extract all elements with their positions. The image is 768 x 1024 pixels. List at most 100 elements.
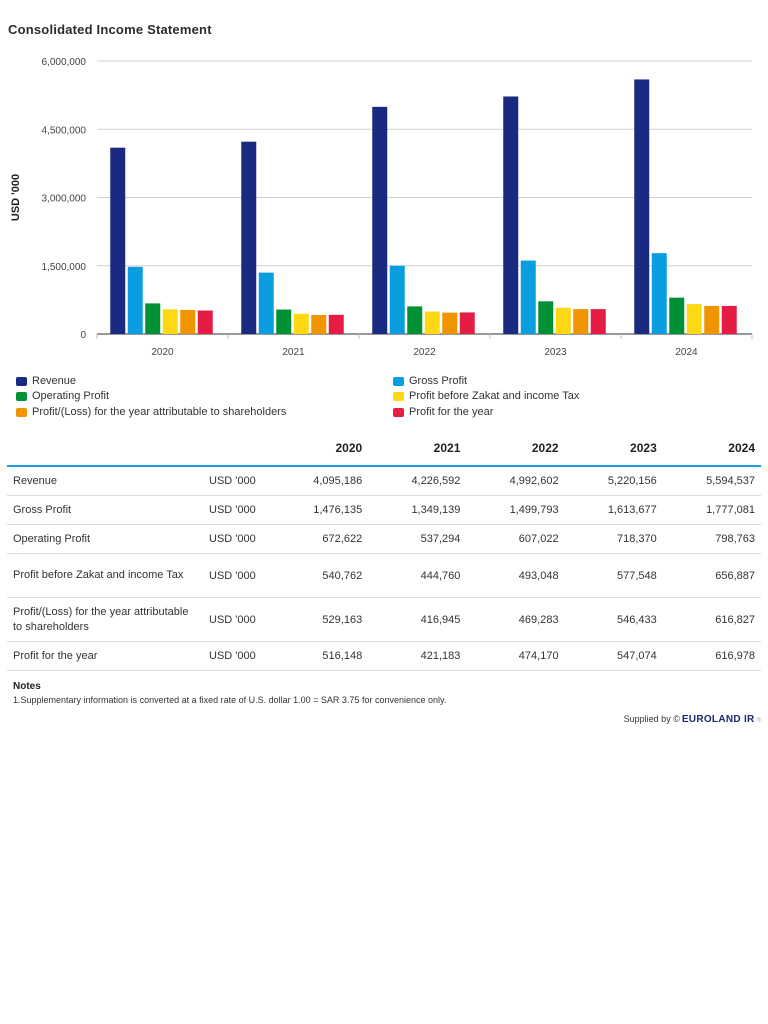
x-tick-label: 2024 xyxy=(675,347,698,358)
bar-operating-profit-2023 xyxy=(538,301,554,334)
cell-value: 493,048 xyxy=(466,553,565,598)
legend-swatch xyxy=(16,376,27,386)
cell-value: 1,613,677 xyxy=(564,495,663,525)
legend-swatch xyxy=(16,391,27,401)
y-axis-label: USD '000 xyxy=(10,174,22,221)
legend-label: Profit/(Loss) for the year attributable … xyxy=(32,406,287,418)
bar-operating-profit-2022 xyxy=(407,306,423,334)
cell-value: 537,294 xyxy=(368,524,467,554)
row-label: Operating Profit xyxy=(7,524,199,554)
x-tick-label: 2020 xyxy=(151,347,174,358)
registered-mark: ® xyxy=(756,718,761,724)
legend-swatch xyxy=(393,376,404,386)
bar-profit-before-zakat-and-income-tax-2020 xyxy=(162,309,178,334)
notes-title: Notes xyxy=(13,681,41,692)
header-year: 2020 xyxy=(270,435,369,467)
cell-value: 421,183 xyxy=(368,641,467,671)
cell-value: 577,548 xyxy=(564,553,663,598)
cell-value: 616,978 xyxy=(662,641,761,671)
bar-revenue-2024 xyxy=(634,79,650,334)
income-statement-table: 2020 2021 2022 2023 2024 Revenue USD '00… xyxy=(7,435,761,671)
cell-value: 546,433 xyxy=(564,597,663,642)
bar-profit-loss-for-the-year-attributable-to-shareholders-2022 xyxy=(442,312,458,334)
cell-value: 656,887 xyxy=(662,553,761,598)
y-tick-label: 6,000,000 xyxy=(42,57,87,68)
cell-value: 529,163 xyxy=(270,597,369,642)
legend-label: Operating Profit xyxy=(32,390,110,402)
legend-item-revenue[interactable]: Revenue xyxy=(16,375,76,387)
legend-item-profit-before-zakat[interactable]: Profit before Zakat and income Tax xyxy=(393,390,579,402)
bar-revenue-2023 xyxy=(503,96,519,334)
bar-revenue-2022 xyxy=(372,106,388,334)
bar-profit-for-the-year-2021 xyxy=(328,314,344,334)
cell-value: 469,283 xyxy=(466,597,565,642)
euroland-logo[interactable]: EUROLAND IR xyxy=(681,714,755,725)
bar-profit-before-zakat-and-income-tax-2024 xyxy=(686,304,702,334)
bar-profit-for-the-year-2022 xyxy=(459,312,475,334)
table-row: Revenue USD '000 4,095,186 4,226,592 4,9… xyxy=(7,466,761,496)
supplied-by[interactable]: Supplied by © EUROLAND IR ® xyxy=(624,714,761,725)
bar-profit-before-zakat-and-income-tax-2021 xyxy=(293,313,309,334)
supplied-by-label: Supplied by © xyxy=(623,714,680,724)
bar-profit-for-the-year-2023 xyxy=(590,309,606,334)
legend-item-operating-profit[interactable]: Operating Profit xyxy=(16,390,109,402)
legend-label: Revenue xyxy=(32,375,77,387)
row-label: Revenue xyxy=(7,466,199,496)
bar-profit-for-the-year-2024 xyxy=(721,305,737,334)
legend-item-profit-for-year[interactable]: Profit for the year xyxy=(393,406,493,418)
cell-value: 718,370 xyxy=(564,524,663,554)
bar-gross-profit-2021 xyxy=(258,272,274,334)
row-unit: USD '000 xyxy=(199,553,270,598)
legend-item-gross-profit[interactable]: Gross Profit xyxy=(393,375,467,387)
page-title: Consolidated Income Statement xyxy=(8,22,212,37)
notes-text: 1.Supplementary information is converted… xyxy=(13,695,447,705)
bar-chart: 0 1,500,000 3,000,000 4,500,000 6,000,000 USD… xyxy=(10,57,753,358)
bar-gross-profit-2024 xyxy=(651,253,667,334)
cell-value: 416,945 xyxy=(368,597,467,642)
cell-value: 540,762 xyxy=(270,553,369,598)
legend-label: Gross Profit xyxy=(409,375,468,387)
y-tick-label: 1,500,000 xyxy=(42,262,87,273)
cell-value: 516,148 xyxy=(270,641,369,671)
bar-profit-before-zakat-and-income-tax-2022 xyxy=(424,311,440,334)
y-tick-label: 4,500,000 xyxy=(42,125,87,136)
bar-profit-before-zakat-and-income-tax-2023 xyxy=(555,307,571,334)
cell-value: 4,992,602 xyxy=(466,466,565,496)
header-label xyxy=(7,435,199,467)
bar-profit-loss-for-the-year-attributable-to-shareholders-2024 xyxy=(704,305,720,334)
header-unit xyxy=(199,435,270,467)
row-unit: USD '000 xyxy=(199,524,270,554)
header-year: 2024 xyxy=(662,435,761,467)
notes-section: Notes 1.Supplementary information is con… xyxy=(13,681,446,705)
cell-value: 4,095,186 xyxy=(270,466,369,496)
row-unit: USD '000 xyxy=(199,597,270,642)
bar-operating-profit-2021 xyxy=(276,309,292,334)
header-year: 2021 xyxy=(368,435,467,467)
row-label: Profit for the year xyxy=(7,641,199,671)
legend-label: Profit before Zakat and income Tax xyxy=(409,390,580,402)
cell-value: 5,594,537 xyxy=(662,466,761,496)
cell-value: 1,349,139 xyxy=(368,495,467,525)
cell-value: 672,622 xyxy=(270,524,369,554)
bar-profit-for-the-year-2020 xyxy=(197,310,213,334)
table-row: Operating Profit USD '000 672,622 537,29… xyxy=(7,524,761,554)
bar-revenue-2021 xyxy=(241,141,257,334)
bar-gross-profit-2020 xyxy=(127,266,143,334)
row-label: Profit before Zakat and income Tax xyxy=(7,553,199,598)
row-unit: USD '000 xyxy=(199,495,270,525)
legend-swatch xyxy=(393,407,404,417)
table-row: Profit before Zakat and income Tax USD '… xyxy=(7,553,761,598)
bar-profit-loss-for-the-year-attributable-to-shareholders-2021 xyxy=(311,315,327,334)
bar-gross-profit-2022 xyxy=(389,265,405,334)
bar-profit-loss-for-the-year-attributable-to-shareholders-2020 xyxy=(180,309,196,334)
legend-item-profit-attributable[interactable]: Profit/(Loss) for the year attributable … xyxy=(16,406,286,418)
legend-label: Profit for the year xyxy=(409,406,494,418)
cell-value: 607,022 xyxy=(466,524,565,554)
header-year: 2023 xyxy=(564,435,663,467)
bar-operating-profit-2020 xyxy=(145,303,161,334)
cell-value: 474,170 xyxy=(466,641,565,671)
cell-value: 1,499,793 xyxy=(466,495,565,525)
row-unit: USD '000 xyxy=(199,641,270,671)
row-label: Profit/(Loss) for the year attributable … xyxy=(7,597,199,642)
cell-value: 547,074 xyxy=(564,641,663,671)
